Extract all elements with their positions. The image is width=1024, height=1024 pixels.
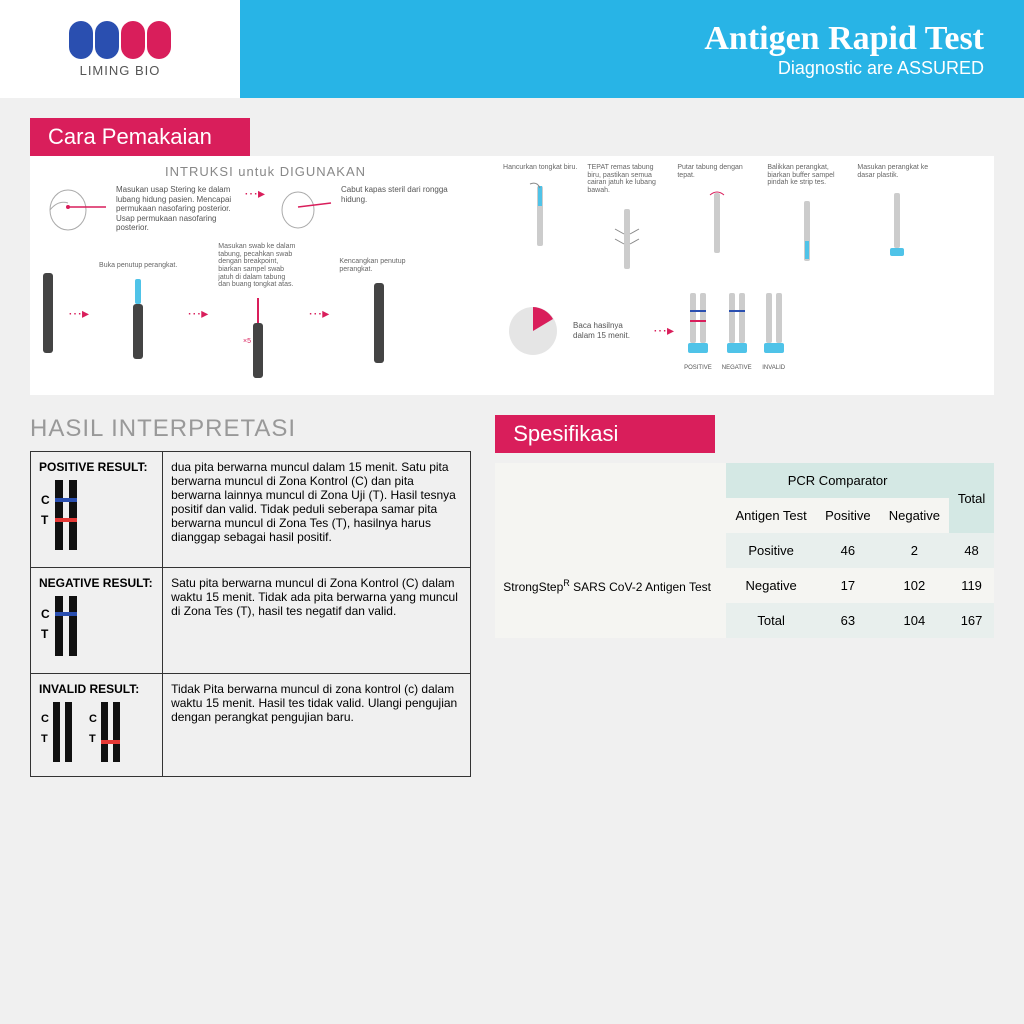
- svg-text:T: T: [89, 733, 96, 745]
- specification-section: Spesifikasi PCR Comparator Total Antigen…: [495, 415, 994, 638]
- interpretation-section: HASIL INTERPRETASI POSITIVE RESULT: C T …: [30, 415, 471, 777]
- positive-label: POSITIVE RESULT:: [39, 460, 154, 474]
- svg-text:C: C: [89, 713, 97, 725]
- svg-text:C: C: [41, 493, 50, 507]
- result-pos-icon: [686, 291, 710, 361]
- col-pos: Positive: [816, 498, 879, 533]
- result-pos-label: POSITIVE: [684, 365, 712, 371]
- arrow-icon: ⋯▸: [68, 305, 89, 322]
- row1-total: 119: [949, 568, 994, 603]
- header-title: Antigen Rapid Test: [704, 20, 984, 58]
- interp-table: POSITIVE RESULT: C T dua pita berwarna m…: [30, 451, 471, 777]
- svg-text:T: T: [41, 733, 48, 745]
- usage-step4: Masukan swab ke dalam tabung, pecahkan s…: [218, 243, 298, 289]
- row2-pos: 63: [816, 603, 879, 638]
- row2-total: 167: [949, 603, 994, 638]
- timer-pie-icon: [503, 301, 563, 361]
- usage-step2: Cabut kapas steril dari rongga hidung.: [341, 185, 461, 204]
- device-swab-icon: ×5: [243, 293, 273, 383]
- usage-step5: Kencangkan penutup perangkat.: [339, 258, 419, 273]
- positive-text: dua pita berwarna muncul dalam 15 menit.…: [163, 452, 471, 568]
- svg-text:C: C: [41, 713, 49, 725]
- crush-stick-icon: [525, 176, 555, 256]
- interp-title: HASIL INTERPRETASI: [30, 415, 471, 443]
- col-antigen: Antigen Test: [726, 498, 816, 533]
- logo-icon: [69, 21, 171, 59]
- logo: LIMING BIO: [0, 0, 240, 98]
- header-subtitle: Diagnostic are ASSURED: [704, 58, 984, 79]
- usage-section-title: Cara Pemakaian: [30, 118, 250, 156]
- comparator-header: PCR Comparator: [726, 463, 949, 498]
- row2-neg: 104: [880, 603, 949, 638]
- result-inv-label: INVALID: [762, 365, 785, 371]
- invalid-label: INVALID RESULT:: [39, 682, 154, 696]
- row1-pos: 17: [816, 568, 879, 603]
- row0-label: Positive: [726, 533, 816, 568]
- row1-label: Negative: [726, 568, 816, 603]
- row1-neg: 102: [880, 568, 949, 603]
- logo-text: LIMING BIO: [80, 63, 161, 78]
- svg-text:×5: ×5: [243, 338, 251, 345]
- negative-strip-icon: C T: [41, 596, 91, 656]
- usage-r1: Hancurkan tongkat biru.: [503, 164, 577, 172]
- row0-pos: 46: [816, 533, 879, 568]
- svg-text:T: T: [41, 513, 49, 527]
- head-remove-icon: [273, 185, 333, 235]
- arrow-icon: ⋯▸: [244, 185, 265, 202]
- twist-tube-icon: [702, 183, 732, 263]
- flip-device-icon: [792, 191, 822, 271]
- row-header: StrongStepR SARS CoV-2 Antigen Test: [495, 533, 726, 638]
- usage-r4: Balikkan perangkat, biarkan buffer sampe…: [767, 164, 847, 187]
- insert-base-icon: [882, 183, 912, 263]
- usage-panel: INTRUKSI untuk DIGUNAKAN Masukan usap St…: [30, 156, 994, 395]
- result-inv-icon: [762, 291, 786, 361]
- negative-label: NEGATIVE RESULT:: [39, 576, 154, 590]
- row0-neg: 2: [880, 533, 949, 568]
- usage-step1: Masukan usap Stering ke dalam lubang hid…: [116, 185, 236, 233]
- usage-r6: Baca hasilnya dalam 15 menit.: [573, 321, 643, 340]
- usage-r2: TEPAT remas tabung biru, pastikan semua …: [587, 164, 667, 195]
- arrow-icon: ⋯▸: [308, 305, 329, 322]
- spec-table: PCR Comparator Total Antigen Test Positi…: [495, 463, 994, 638]
- head-swab-icon: [38, 185, 108, 235]
- col-total: Total: [949, 463, 994, 533]
- header-titles: Antigen Rapid Test Diagnostic are ASSURE…: [704, 20, 984, 79]
- usage-r5: Masukan perangkat ke dasar plastik.: [857, 164, 937, 179]
- invalid-strip2-icon: C T: [89, 702, 133, 762]
- col-neg: Negative: [880, 498, 949, 533]
- spec-title: Spesifikasi: [495, 415, 715, 453]
- result-neg-label: NEGATIVE: [722, 365, 752, 371]
- squeeze-tube-icon: [607, 199, 647, 279]
- usage-subtitle: INTRUKSI untuk DIGUNAKAN: [38, 164, 493, 179]
- invalid-strip1-icon: C T: [41, 702, 85, 762]
- svg-text:C: C: [41, 607, 50, 621]
- row0-total: 48: [949, 533, 994, 568]
- arrow-icon: ⋯▸: [653, 322, 674, 339]
- arrow-icon: ⋯▸: [187, 305, 208, 322]
- usage-r3: Putar tabung dengan tepat.: [677, 164, 757, 179]
- page-header: LIMING BIO Antigen Rapid Test Diagnostic…: [0, 0, 1024, 98]
- result-neg-icon: [725, 291, 749, 361]
- usage-step3: Buka penutup perangkat.: [99, 262, 177, 270]
- device-closed2-icon: [369, 278, 389, 368]
- device-closed-icon: [38, 268, 58, 358]
- positive-strip-icon: C T: [41, 480, 91, 550]
- row2-label: Total: [726, 603, 816, 638]
- invalid-text: Tidak Pita berwarna muncul di zona kontr…: [163, 674, 471, 777]
- svg-text:T: T: [41, 627, 49, 641]
- negative-text: Satu pita berwarna muncul di Zona Kontro…: [163, 568, 471, 674]
- device-open-icon: [123, 274, 153, 364]
